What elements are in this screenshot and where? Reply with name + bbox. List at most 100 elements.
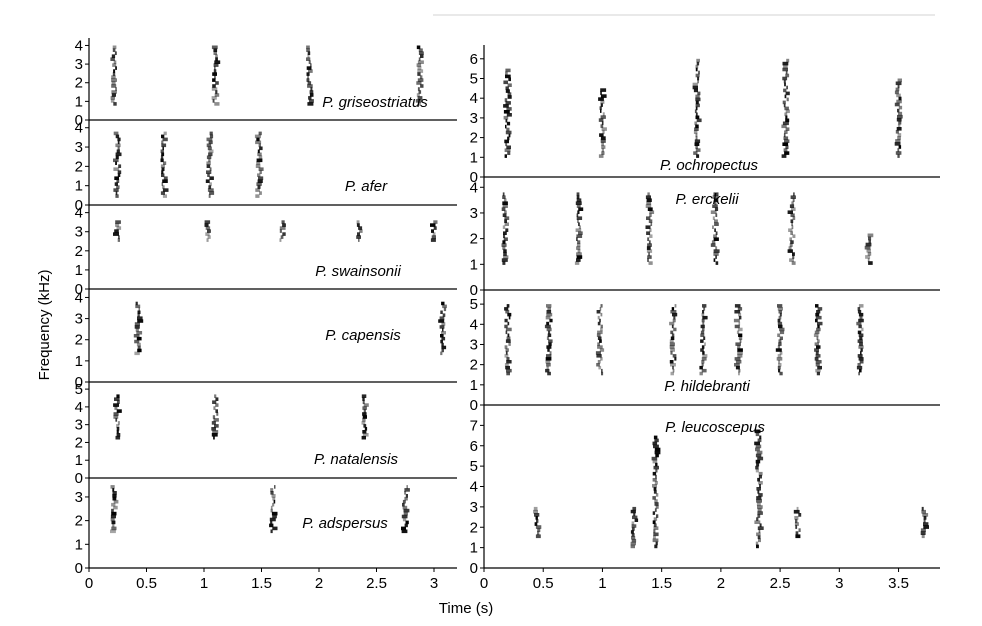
y-tick-label: 1 [470,256,478,273]
y-tick-label: 2 [470,357,478,374]
y-tick-label: 1 [470,540,478,557]
y-tick-label: 2 [75,434,83,451]
y-tick-label: 5 [75,381,83,398]
y-tick-label: 5 [470,70,478,87]
x-tick-label: 0.5 [136,575,157,592]
x-tick-label: 0.5 [533,575,554,592]
call-mark [133,301,144,356]
x-tick-label: 0 [85,575,93,592]
x-tick-label: 2 [717,575,725,592]
call-mark [430,220,438,242]
y-tick-label: 3 [470,336,478,353]
panel-left-4: 0 1 2 3 4 P. capensis [75,289,457,391]
x-tick-label: 0 [480,575,488,592]
y-tick-label: 3 [75,224,83,241]
panel-right-2: 0 1 2 3 4 P. erckelii [470,177,940,299]
y-tick-label: 6 [470,51,478,68]
call-mark [754,429,764,549]
y-tick-label: 4 [75,399,83,416]
y-tick-label: 0 [75,112,83,129]
y-tick-label: 2 [75,332,83,349]
panel-left-3: 0 1 2 3 4 P. swainsonii [75,205,457,298]
x-tick-label: 2.5 [366,575,387,592]
species-label: P. swainsonii [315,263,401,280]
call-mark [699,304,708,376]
x-tick-label: 1 [598,575,606,592]
call-mark [630,506,639,549]
panel-right-4: 0 1 2 3 4 5 6 7 0 0.5 1 1.5 2 2.5 3 3.5 P. leucoscepus [470,405,940,592]
call-mark [361,394,369,440]
call-mark [813,304,823,376]
call-mark [856,304,864,376]
panel-right-1: 0 1 2 3 4 5 6 P. ochropectus [470,45,940,186]
y-tick-label: 0 [75,470,83,487]
call-mark [415,45,424,106]
y-tick-label: 5 [470,296,478,313]
call-mark [438,301,447,356]
species-label: P. erckelii [675,191,739,208]
call-mark [279,220,286,242]
panel-left-1: 0 12 3 4 P. griseostriatus [75,37,457,129]
call-mark [269,485,278,534]
call-mark [113,131,122,198]
y-tick-label: 3 [470,499,478,516]
species-label: P. leucoscepus [665,419,765,436]
call-mark [710,192,720,265]
x-tick-label: 3 [430,575,438,592]
call-mark [160,131,169,198]
call-mark [401,485,410,534]
call-mark [205,131,215,198]
y-tick-label: 4 [470,316,478,333]
panel-left-6: 0 1 2 3 0 0.5 1 1.5 2 2.5 3 P. adspersus [75,478,457,592]
x-tick-label: 2 [315,575,323,592]
call-mark [501,192,510,265]
y-tick-label: 0 [75,281,83,298]
y-tick-label: 0 [75,560,83,577]
call-mark [787,192,796,265]
call-mark [598,88,607,158]
call-mark [254,131,264,198]
y-tick-label: 2 [75,243,83,260]
y-tick-label: 3 [75,489,83,506]
call-mark [306,45,314,106]
y-tick-label: 3 [470,110,478,127]
call-mark [544,304,553,376]
call-mark [775,304,785,376]
y-tick-label: 4 [470,179,478,196]
x-tick-label: 3 [835,575,843,592]
y-tick-label: 4 [75,120,83,137]
call-mark [864,233,874,265]
species-label: P. afer [345,178,388,195]
y-tick-label: 5 [470,458,478,475]
y-tick-label: 0 [470,282,478,299]
y-tick-label: 2 [470,130,478,147]
x-tick-label: 1.5 [251,575,272,592]
call-mark [110,485,119,534]
y-tick-label: 0 [75,374,83,391]
y-tick-label: 0 [470,560,478,577]
x-axis-label: Time (s) [439,600,493,617]
call-mark [645,192,655,265]
y-tick-label: 2 [75,158,83,175]
y-tick-label: 2 [470,231,478,248]
y-tick-label: 4 [75,205,83,222]
x-tick-label: 2.5 [770,575,791,592]
y-tick-label: 3 [75,311,83,328]
panel-left-2: 0 1 2 3 4 P. afer [75,120,457,214]
y-tick-label: 1 [75,93,83,110]
y-tick-label: 3 [75,139,83,156]
species-label: P. ochropectus [660,157,759,174]
x-tick-label: 3.5 [888,575,909,592]
call-mark [211,45,221,106]
species-label: P. natalensis [314,451,398,468]
y-tick-label: 2 [470,519,478,536]
call-mark [793,506,802,539]
y-tick-label: 1 [75,262,83,279]
y-tick-label: 1 [470,377,478,394]
species-label: P. adspersus [302,515,388,532]
call-mark [574,192,584,265]
call-mark [651,435,661,549]
y-tick-label: 3 [470,205,478,222]
y-tick-label: 3 [75,417,83,434]
